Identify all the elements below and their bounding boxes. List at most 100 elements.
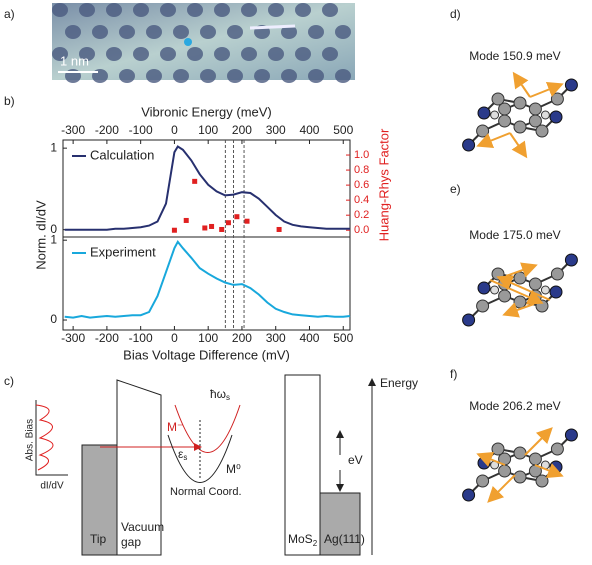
lattice-spot xyxy=(106,3,122,17)
atom-n xyxy=(564,78,578,92)
x-top-tick-label: -100 xyxy=(129,123,153,137)
label: Tip xyxy=(90,532,107,546)
lattice-spot xyxy=(146,25,162,39)
lattice-spot xyxy=(308,69,324,83)
lattice-spot xyxy=(214,47,230,61)
mode-arrow xyxy=(487,474,516,503)
x-top-axis-label: Vibronic Energy (meV) xyxy=(141,104,272,119)
lattice-spot xyxy=(200,69,216,83)
lattice-spot xyxy=(200,25,216,39)
factor-point xyxy=(183,217,189,223)
mode-title: Mode 175.0 meV xyxy=(469,228,560,242)
label: Ag(111) xyxy=(324,532,365,546)
y2-tick-label: 0.0 xyxy=(354,224,369,236)
lattice-spot xyxy=(281,69,297,83)
atom-c xyxy=(513,120,527,134)
atom-h xyxy=(540,285,550,295)
mode-title: Mode 206.2 meV xyxy=(469,399,560,413)
lattice-spot xyxy=(187,3,203,17)
atom-c xyxy=(476,124,490,138)
molecule xyxy=(462,253,578,327)
y-axis-label: Norm. dI/dV xyxy=(33,200,48,270)
factor-point xyxy=(234,214,240,220)
mode-arrow xyxy=(476,452,506,467)
label: Normal Coord. xyxy=(170,486,242,498)
lattice-spot xyxy=(79,47,95,61)
lattice-spot xyxy=(173,69,189,83)
lattice-spot xyxy=(241,3,257,17)
lattice-spot xyxy=(214,3,230,17)
x-tick-label: 100 xyxy=(198,331,218,345)
mode-title: Mode 150.9 meV xyxy=(469,49,560,63)
x-top-tick-label: 400 xyxy=(299,123,319,137)
label: εs xyxy=(178,447,187,462)
lattice-spot xyxy=(241,47,257,61)
x-tick-label: 400 xyxy=(299,331,319,345)
panel-label: b) xyxy=(4,94,15,108)
mode-arrow xyxy=(534,463,564,478)
atom-c xyxy=(498,464,512,478)
x-top-tick-label: 200 xyxy=(232,123,252,137)
scale-label: 1 nm xyxy=(60,53,89,68)
lattice-spot xyxy=(254,69,270,83)
atom-n xyxy=(462,313,476,327)
mode-arrow xyxy=(524,427,553,456)
axes-frame xyxy=(62,139,351,331)
atom-c xyxy=(498,114,512,128)
x-top-tick-label: -300 xyxy=(61,123,85,137)
atom-n xyxy=(477,281,491,295)
y-tick-label: 0 xyxy=(50,312,57,326)
atom-n xyxy=(462,488,476,502)
lattice-spot xyxy=(146,69,162,83)
atom-c xyxy=(476,299,490,313)
lattice-spot xyxy=(106,47,122,61)
panel-label: e) xyxy=(450,182,461,196)
label: M⁰ xyxy=(226,462,241,476)
mode-arrow xyxy=(502,302,535,318)
legend-label: Experiment xyxy=(90,244,156,259)
factor-point xyxy=(209,223,215,229)
mode-arrow xyxy=(512,71,531,98)
label: dI/dV xyxy=(40,481,64,492)
y-tick-label: 0 xyxy=(50,222,57,236)
y2-tick-label: 0.4 xyxy=(354,194,369,206)
y2-axis-label: Huang-Rhys Factor xyxy=(376,128,391,241)
legend-label: Calculation xyxy=(90,147,154,162)
x-tick-label: 500 xyxy=(333,331,353,345)
atom-c xyxy=(535,474,549,488)
factor-point xyxy=(219,226,225,232)
atom-c xyxy=(528,452,542,466)
atom-c xyxy=(498,289,512,303)
molecule-trace xyxy=(249,24,296,30)
factor-point xyxy=(171,227,177,233)
molecule xyxy=(462,427,578,503)
atom-h xyxy=(540,110,550,120)
mode-arrow xyxy=(509,132,528,159)
x-tick-label: 300 xyxy=(266,331,286,345)
atom-n xyxy=(549,285,563,299)
x-top-tick-label: -200 xyxy=(95,123,119,137)
y-tick-label: 1 xyxy=(50,232,57,246)
lattice-spot xyxy=(92,25,108,39)
lattice-spot xyxy=(227,69,243,83)
lattice-spot xyxy=(119,69,135,83)
x-top-tick-label: 100 xyxy=(198,123,218,137)
factor-point xyxy=(244,218,250,224)
mode-arrow xyxy=(496,275,551,301)
atom-c xyxy=(550,442,564,456)
label: Energy xyxy=(380,376,418,390)
lattice-spot xyxy=(52,47,68,61)
lattice-spot xyxy=(173,25,189,39)
atom-c xyxy=(491,92,505,106)
atom-c xyxy=(498,102,512,116)
tip-marker xyxy=(184,38,192,46)
lattice-spot xyxy=(335,69,351,83)
atom-n xyxy=(477,106,491,120)
label: eV xyxy=(348,453,363,467)
label: ħωs xyxy=(210,387,230,402)
lattice-spot xyxy=(227,25,243,39)
label: M⁻ xyxy=(167,420,183,434)
atom-c xyxy=(513,271,527,285)
lattice-spot xyxy=(295,3,311,17)
